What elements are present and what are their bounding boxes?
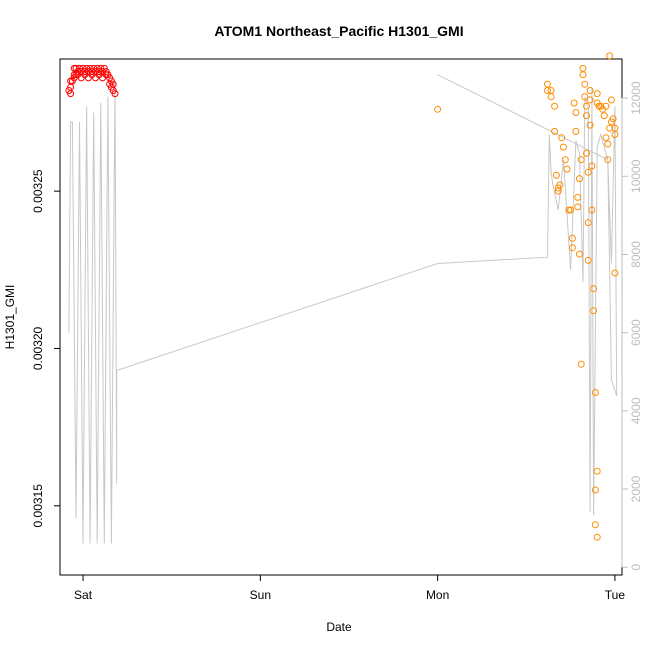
y-axis-left: 0.00315 0.00320 0.00325 bbox=[31, 169, 61, 528]
data-point bbox=[611, 269, 619, 277]
data-point bbox=[611, 131, 619, 138]
data-point bbox=[567, 206, 575, 214]
y-tick-label-right: 6000 bbox=[629, 319, 643, 346]
data-point bbox=[583, 102, 590, 110]
data-point bbox=[556, 181, 564, 189]
data-point bbox=[554, 187, 562, 195]
data-point bbox=[590, 307, 598, 315]
data-point bbox=[581, 93, 589, 101]
x-tick-label: Tue bbox=[605, 588, 626, 602]
data-point bbox=[434, 105, 442, 113]
data-point bbox=[579, 71, 587, 79]
data-point bbox=[581, 80, 589, 88]
data-point bbox=[602, 102, 610, 110]
data-point bbox=[590, 285, 598, 293]
data-point bbox=[588, 162, 596, 170]
data-point bbox=[67, 90, 75, 98]
data-point bbox=[609, 115, 617, 123]
data-point bbox=[572, 109, 580, 116]
data-point bbox=[111, 90, 119, 98]
data-point bbox=[102, 71, 110, 79]
x-tick-label: Sat bbox=[74, 588, 93, 602]
data-point bbox=[577, 360, 585, 368]
data-point bbox=[558, 134, 566, 142]
data-point bbox=[544, 87, 551, 94]
data-point bbox=[544, 80, 551, 88]
data-point bbox=[576, 175, 583, 183]
y-tick-label-left: 0.00320 bbox=[31, 326, 45, 370]
data-point bbox=[607, 96, 615, 104]
y-tick-label-right: 0 bbox=[629, 564, 643, 571]
points-layer bbox=[65, 52, 619, 541]
data-point bbox=[584, 168, 592, 176]
data-point bbox=[560, 143, 567, 151]
data-point bbox=[591, 486, 599, 494]
data-point bbox=[551, 102, 559, 110]
data-point bbox=[586, 121, 594, 129]
data-point bbox=[568, 244, 576, 252]
data-point bbox=[570, 99, 578, 107]
y-axis-right: 0 2000 4000 6000 8000 10000 12000 bbox=[621, 81, 643, 571]
data-point bbox=[602, 134, 610, 142]
data-point bbox=[551, 127, 559, 135]
data-point bbox=[600, 112, 608, 120]
line-layer bbox=[68, 74, 618, 544]
data-point bbox=[591, 521, 599, 529]
data-point bbox=[583, 149, 590, 157]
data-point bbox=[604, 140, 612, 148]
data-point bbox=[574, 203, 582, 211]
data-point bbox=[584, 219, 592, 227]
y-tick-label-right: 2000 bbox=[629, 475, 643, 502]
data-point bbox=[593, 90, 601, 98]
data-point bbox=[576, 250, 583, 258]
x-tick-label: Sun bbox=[250, 588, 271, 602]
x-axis-label: Date bbox=[326, 620, 352, 634]
data-point bbox=[591, 389, 599, 396]
plot-area bbox=[59, 52, 623, 576]
plot-box bbox=[59, 58, 623, 576]
y-tick-label-left: 0.00315 bbox=[31, 484, 45, 528]
y-tick-label-right: 8000 bbox=[629, 241, 643, 268]
x-axis: Sat Sun Mon Tue bbox=[74, 574, 626, 602]
data-point bbox=[588, 206, 596, 214]
data-point bbox=[593, 533, 601, 541]
data-point bbox=[586, 87, 594, 94]
data-point bbox=[577, 156, 585, 164]
data-point bbox=[563, 165, 571, 173]
data-point bbox=[574, 193, 582, 201]
y-tick-label-left: 0.00325 bbox=[31, 169, 45, 213]
data-point bbox=[561, 156, 569, 164]
y-tick-label-right: 10000 bbox=[629, 159, 643, 193]
data-point bbox=[604, 156, 612, 164]
chart-title: ATOM1 Northeast_Pacific H1301_GMI bbox=[214, 23, 463, 39]
data-point bbox=[547, 87, 555, 94]
x-tick-label: Mon bbox=[426, 588, 449, 602]
y-tick-label-right: 12000 bbox=[629, 81, 643, 115]
data-point bbox=[583, 112, 590, 120]
y-tick-label-right: 4000 bbox=[629, 397, 643, 424]
data-point bbox=[593, 467, 601, 475]
data-point bbox=[572, 127, 580, 135]
data-point bbox=[606, 124, 614, 132]
data-point bbox=[568, 234, 576, 242]
data-point bbox=[547, 93, 555, 101]
data-point bbox=[552, 171, 560, 179]
data-point bbox=[584, 256, 592, 264]
data-point bbox=[579, 64, 587, 72]
y-axis-label: H1301_GMI bbox=[3, 285, 17, 350]
data-point bbox=[586, 96, 594, 104]
series-line bbox=[68, 74, 618, 544]
data-point bbox=[606, 52, 614, 60]
